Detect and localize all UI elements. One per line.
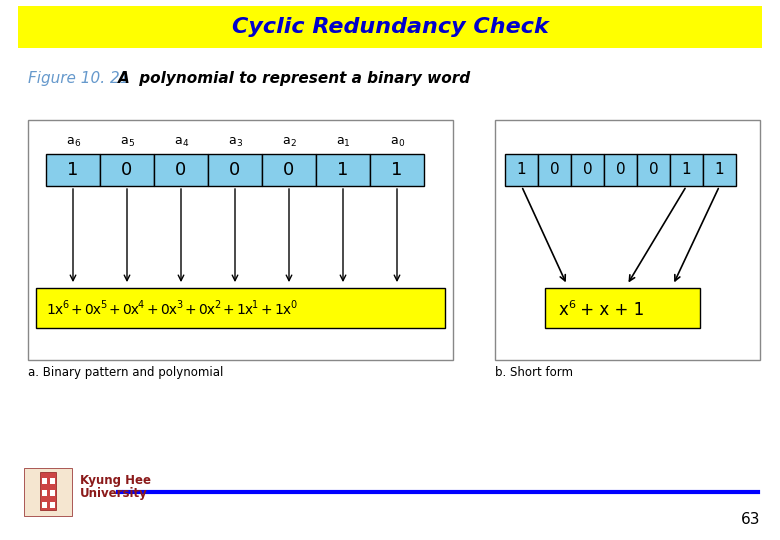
Text: a: a	[66, 133, 74, 146]
Text: b. Short form: b. Short form	[495, 366, 573, 379]
FancyBboxPatch shape	[154, 154, 208, 186]
FancyBboxPatch shape	[545, 288, 700, 328]
Text: 2: 2	[214, 300, 220, 310]
Text: + x + 1: + x + 1	[575, 301, 644, 319]
Text: 0: 0	[176, 161, 186, 179]
Text: 1: 1	[67, 161, 79, 179]
Text: 0x: 0x	[198, 303, 215, 317]
Text: a: a	[390, 133, 398, 146]
Text: 0: 0	[398, 139, 404, 148]
Text: 1: 1	[252, 300, 258, 310]
FancyBboxPatch shape	[46, 154, 100, 186]
FancyBboxPatch shape	[42, 490, 47, 496]
FancyBboxPatch shape	[100, 154, 154, 186]
FancyBboxPatch shape	[28, 120, 453, 360]
Text: 0x: 0x	[160, 303, 177, 317]
FancyBboxPatch shape	[703, 154, 736, 186]
Text: 6: 6	[74, 139, 80, 148]
Text: x: x	[559, 301, 569, 319]
Text: 5: 5	[128, 139, 134, 148]
Text: +: +	[147, 303, 158, 317]
Text: 4: 4	[138, 300, 144, 310]
Text: a: a	[336, 133, 344, 146]
Text: Cyclic Redundancy Check: Cyclic Redundancy Check	[232, 17, 548, 37]
FancyBboxPatch shape	[604, 154, 637, 186]
Text: 1: 1	[344, 139, 350, 148]
Text: a: a	[228, 133, 236, 146]
Text: 0: 0	[550, 163, 559, 178]
FancyBboxPatch shape	[505, 154, 538, 186]
Text: 2: 2	[290, 139, 296, 148]
FancyBboxPatch shape	[262, 154, 316, 186]
Text: +: +	[185, 303, 197, 317]
Text: 6: 6	[568, 300, 575, 310]
Text: a: a	[120, 133, 128, 146]
Text: 3: 3	[176, 300, 182, 310]
Text: a. Binary pattern and polynomial: a. Binary pattern and polynomial	[28, 366, 223, 379]
FancyBboxPatch shape	[208, 154, 262, 186]
FancyBboxPatch shape	[18, 6, 762, 48]
Text: 5: 5	[100, 300, 106, 310]
Text: +: +	[261, 303, 273, 317]
FancyBboxPatch shape	[24, 468, 72, 516]
Text: 0: 0	[122, 161, 133, 179]
Text: 1x: 1x	[236, 303, 254, 317]
Text: A  polynomial to represent a binary word: A polynomial to represent a binary word	[118, 71, 471, 85]
Text: 3: 3	[236, 139, 242, 148]
FancyBboxPatch shape	[40, 472, 56, 510]
Text: +: +	[109, 303, 121, 317]
Text: 1x: 1x	[46, 303, 63, 317]
FancyBboxPatch shape	[495, 120, 760, 360]
FancyBboxPatch shape	[42, 502, 47, 508]
Text: 6: 6	[62, 300, 68, 310]
Text: University: University	[80, 487, 147, 500]
FancyBboxPatch shape	[571, 154, 604, 186]
Text: 0: 0	[649, 163, 658, 178]
Text: 63: 63	[740, 512, 760, 527]
Text: 1: 1	[682, 163, 691, 178]
Text: 0: 0	[283, 161, 295, 179]
Text: a: a	[174, 133, 182, 146]
Text: 0x: 0x	[122, 303, 139, 317]
FancyBboxPatch shape	[50, 502, 55, 508]
FancyBboxPatch shape	[370, 154, 424, 186]
Text: 0x: 0x	[84, 303, 101, 317]
FancyBboxPatch shape	[50, 478, 55, 484]
Text: 4: 4	[183, 139, 188, 148]
Text: Figure 10. 21: Figure 10. 21	[28, 71, 129, 85]
Text: +: +	[223, 303, 235, 317]
Text: 0: 0	[290, 300, 296, 310]
FancyBboxPatch shape	[36, 288, 445, 328]
FancyBboxPatch shape	[637, 154, 670, 186]
Text: 1: 1	[392, 161, 402, 179]
Text: 1: 1	[516, 163, 526, 178]
Text: 1: 1	[714, 163, 725, 178]
Text: 0: 0	[615, 163, 626, 178]
Text: 0: 0	[583, 163, 592, 178]
FancyBboxPatch shape	[50, 490, 55, 496]
Text: +: +	[71, 303, 83, 317]
Text: a: a	[282, 133, 290, 146]
FancyBboxPatch shape	[538, 154, 571, 186]
FancyBboxPatch shape	[670, 154, 703, 186]
Text: 1x: 1x	[274, 303, 291, 317]
Text: 1: 1	[337, 161, 349, 179]
Text: Kyung Hee: Kyung Hee	[80, 474, 151, 487]
Text: 0: 0	[229, 161, 240, 179]
FancyBboxPatch shape	[316, 154, 370, 186]
FancyBboxPatch shape	[42, 478, 47, 484]
